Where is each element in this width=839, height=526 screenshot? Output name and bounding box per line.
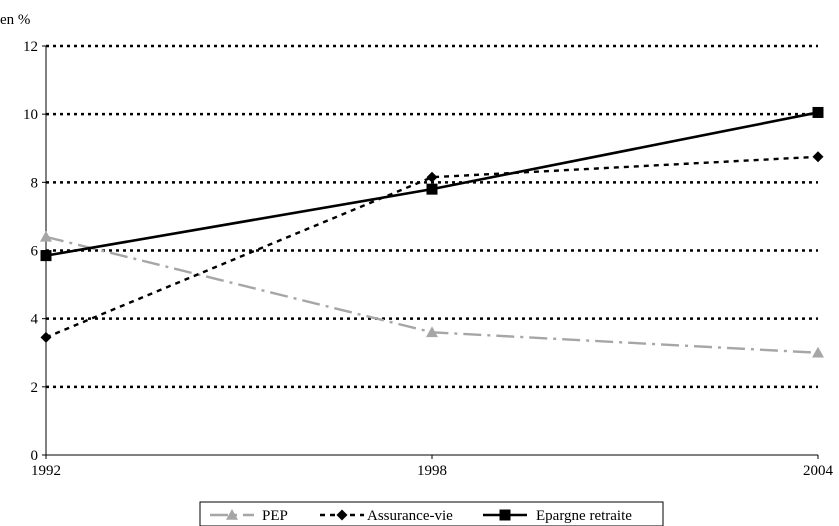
legend-label-pep: PEP [262, 508, 288, 524]
y-tick-4: 4 [31, 312, 39, 328]
y-tick-8: 8 [31, 175, 39, 191]
y-tick-2: 2 [31, 380, 39, 396]
legend-label-epargne-retraite: Epargne retraite [536, 508, 632, 524]
y-tick-12: 12 [23, 39, 38, 55]
point-pep-2004 [812, 346, 824, 358]
x-tick-1992: 1992 [31, 463, 61, 479]
point-epargne-retraite-2004 [812, 106, 824, 118]
point-assurance-vie-2004 [812, 151, 824, 163]
series-pep [40, 230, 824, 358]
point-assurance-vie-1992 [40, 331, 52, 343]
x-tick-labels: 1992 1998 2004 [31, 463, 834, 479]
y-tick-labels: 0 2 4 6 8 10 12 [23, 39, 39, 464]
series-lines [40, 106, 824, 358]
point-assurance-vie-1998 [426, 171, 438, 183]
axes [42, 45, 819, 459]
point-pep-1992 [40, 230, 52, 242]
point-pep-1998 [426, 326, 438, 338]
point-epargne-retraite-1992 [40, 250, 52, 262]
y-tick-0: 0 [31, 448, 39, 464]
y-axis-label: en % [0, 12, 30, 28]
legend: PEP Assurance-vie Epargne retraite [199, 501, 664, 526]
y-tick-10: 10 [23, 107, 38, 123]
legend-marker-epargne-retraite [499, 509, 511, 521]
series-assurance-vie [40, 151, 824, 343]
legend-label-assurance-vie: Assurance-vie [367, 508, 453, 524]
legend-marker-pep [226, 509, 238, 520]
legend-marker-assurance-vie [336, 509, 348, 521]
series-epargne-retraite [40, 106, 824, 262]
x-tick-1998: 1998 [417, 463, 447, 479]
point-epargne-retraite-1998 [426, 183, 438, 195]
y-tick-6: 6 [31, 244, 39, 260]
legend-box [199, 501, 664, 526]
x-tick-2004: 2004 [803, 463, 834, 479]
